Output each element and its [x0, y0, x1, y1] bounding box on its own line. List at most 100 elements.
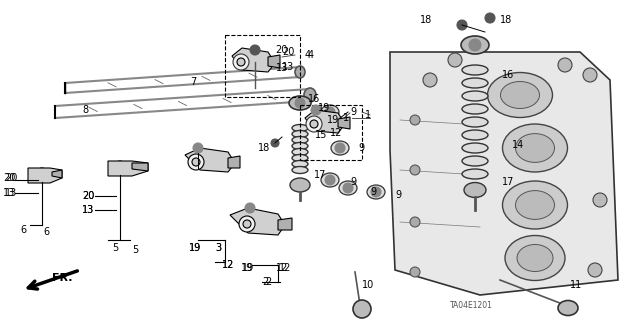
Text: 13: 13 — [82, 205, 94, 215]
Ellipse shape — [367, 185, 385, 199]
Polygon shape — [390, 52, 618, 295]
Circle shape — [245, 203, 255, 213]
Circle shape — [593, 193, 607, 207]
Circle shape — [271, 139, 279, 147]
Polygon shape — [52, 170, 62, 178]
Text: 20: 20 — [282, 47, 294, 57]
Ellipse shape — [321, 173, 339, 187]
Polygon shape — [230, 208, 285, 235]
Circle shape — [233, 54, 249, 70]
Ellipse shape — [353, 300, 371, 318]
Circle shape — [410, 115, 420, 125]
Ellipse shape — [292, 160, 308, 167]
Circle shape — [423, 73, 437, 87]
Text: 12: 12 — [222, 260, 234, 270]
Polygon shape — [232, 48, 275, 72]
Polygon shape — [108, 161, 148, 176]
Polygon shape — [28, 168, 62, 183]
Ellipse shape — [339, 181, 357, 195]
Bar — [225, 35, 300, 97]
Text: 3: 3 — [215, 243, 221, 253]
Text: 13: 13 — [82, 205, 94, 215]
Text: 12: 12 — [330, 128, 342, 138]
Text: 15: 15 — [315, 130, 328, 140]
Text: 19: 19 — [241, 263, 253, 273]
Text: 13: 13 — [282, 62, 294, 72]
Circle shape — [325, 175, 335, 185]
Polygon shape — [132, 163, 148, 171]
Ellipse shape — [462, 130, 488, 140]
Text: 20: 20 — [276, 45, 288, 55]
Ellipse shape — [292, 149, 308, 155]
Ellipse shape — [462, 104, 488, 114]
Ellipse shape — [292, 130, 308, 137]
Text: 9: 9 — [350, 177, 356, 187]
Ellipse shape — [558, 300, 578, 315]
Ellipse shape — [500, 81, 540, 108]
Ellipse shape — [462, 143, 488, 153]
Text: 8: 8 — [82, 105, 88, 115]
Text: 2: 2 — [265, 277, 271, 287]
Circle shape — [448, 53, 462, 67]
Ellipse shape — [517, 244, 553, 271]
Text: 14: 14 — [512, 140, 524, 150]
Ellipse shape — [462, 78, 488, 88]
Ellipse shape — [289, 96, 311, 110]
Ellipse shape — [292, 154, 308, 161]
Polygon shape — [228, 156, 240, 168]
Text: 17: 17 — [314, 170, 326, 180]
Polygon shape — [185, 148, 235, 172]
Circle shape — [335, 143, 345, 153]
Text: 5: 5 — [112, 243, 118, 253]
Text: 13: 13 — [5, 188, 17, 198]
Text: 20: 20 — [3, 173, 15, 183]
Text: 9: 9 — [358, 143, 364, 153]
Circle shape — [295, 98, 305, 108]
Ellipse shape — [505, 235, 565, 280]
Text: 9: 9 — [370, 187, 376, 197]
Circle shape — [188, 154, 204, 170]
Circle shape — [325, 107, 335, 117]
Text: 13: 13 — [276, 63, 288, 73]
Text: 12: 12 — [276, 263, 288, 273]
Text: 19: 19 — [318, 103, 330, 113]
Circle shape — [250, 45, 260, 55]
Text: 10: 10 — [362, 280, 374, 290]
Ellipse shape — [304, 88, 316, 102]
Text: 6: 6 — [20, 225, 26, 235]
Text: 19: 19 — [327, 115, 339, 125]
Text: 20: 20 — [82, 191, 94, 201]
Ellipse shape — [462, 169, 488, 179]
Ellipse shape — [292, 167, 308, 174]
Ellipse shape — [292, 137, 308, 144]
Text: 6: 6 — [43, 227, 49, 237]
Ellipse shape — [515, 190, 554, 219]
Text: 13: 13 — [3, 188, 15, 198]
Ellipse shape — [464, 182, 486, 197]
Circle shape — [410, 165, 420, 175]
Circle shape — [239, 216, 255, 232]
Text: 20: 20 — [5, 173, 17, 183]
Text: 1: 1 — [365, 110, 371, 120]
Ellipse shape — [295, 66, 305, 78]
Polygon shape — [338, 117, 350, 129]
Circle shape — [192, 158, 200, 166]
Circle shape — [243, 220, 251, 228]
Ellipse shape — [290, 178, 310, 192]
Text: 18: 18 — [258, 143, 270, 153]
Text: TA04E1201: TA04E1201 — [450, 300, 493, 309]
Ellipse shape — [502, 124, 568, 172]
Text: 9: 9 — [350, 107, 356, 117]
Ellipse shape — [502, 181, 568, 229]
Polygon shape — [268, 55, 280, 68]
Text: 16: 16 — [308, 94, 320, 104]
Bar — [300, 105, 362, 160]
Circle shape — [588, 263, 602, 277]
Polygon shape — [278, 218, 292, 230]
Text: 19: 19 — [242, 263, 254, 273]
Text: 2: 2 — [262, 277, 268, 287]
Text: 17: 17 — [502, 177, 515, 187]
Text: 19: 19 — [189, 243, 201, 253]
Ellipse shape — [488, 72, 552, 117]
Ellipse shape — [515, 134, 554, 162]
